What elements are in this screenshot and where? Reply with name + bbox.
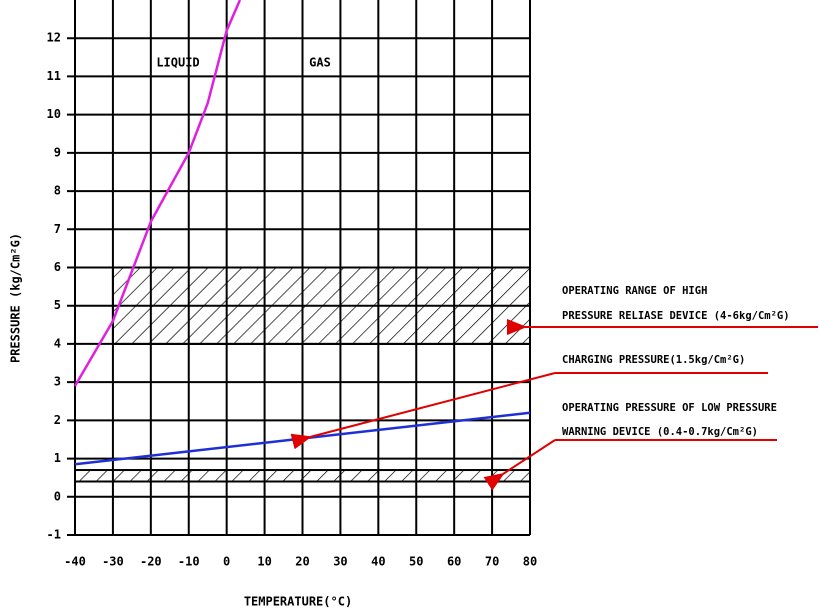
annotation: PRESSURE RELIASE DEVICE (4-6kg/Cm²G) <box>562 310 790 322</box>
x-tick-label: 80 <box>523 555 537 569</box>
x-tick-label: -20 <box>140 555 162 569</box>
x-tick-label: 30 <box>333 555 347 569</box>
x-tick-label: 60 <box>447 555 461 569</box>
x-tick-label: 40 <box>371 555 385 569</box>
y-tick-label: 5 <box>54 298 61 312</box>
x-axis-label: TEMPERATURE(°C) <box>244 595 352 609</box>
annotation: OPERATING PRESSURE OF LOW PRESSURE <box>562 402 777 414</box>
x-tick-label: 20 <box>295 555 309 569</box>
x-tick-label: 50 <box>409 555 423 569</box>
x-tick-label: -40 <box>64 555 86 569</box>
annotation: OPERATING RANGE OF HIGH <box>562 285 707 297</box>
hatched-band <box>74 469 531 483</box>
hatched-band <box>111 266 532 345</box>
x-tick-label: 70 <box>485 555 499 569</box>
region-label: LIQUID <box>156 56 199 70</box>
y-tick-label: 4 <box>54 336 61 350</box>
y-tick-label: 10 <box>47 107 61 121</box>
y-tick-label: 12 <box>47 31 61 45</box>
y-tick-label: 9 <box>54 145 61 159</box>
y-tick-label: -1 <box>47 528 61 542</box>
y-tick-label: 11 <box>47 69 61 83</box>
x-tick-label: -10 <box>178 555 200 569</box>
x-tick-label: -30 <box>102 555 124 569</box>
y-tick-label: 2 <box>54 413 61 427</box>
y-tick-label: 3 <box>54 375 61 389</box>
x-tick-label: 0 <box>223 555 230 569</box>
region-label: GAS <box>309 56 331 70</box>
annotation: WARNING DEVICE (0.4-0.7kg/Cm²G) <box>562 426 758 438</box>
y-tick-label: 7 <box>54 222 61 236</box>
y-tick-label: 6 <box>54 260 61 274</box>
x-tick-label: 10 <box>257 555 271 569</box>
curve <box>73 0 242 387</box>
annotation-arrows <box>290 319 818 491</box>
annotation: CHARGING PRESSURE(1.5kg/Cm²G) <box>562 354 745 366</box>
y-tick-label: 8 <box>54 184 61 198</box>
y-tick-label: 0 <box>54 489 61 503</box>
y-tick-label: 1 <box>54 451 61 465</box>
y-axis-label: PRESSURE (kg/Cm²G) <box>9 233 23 363</box>
